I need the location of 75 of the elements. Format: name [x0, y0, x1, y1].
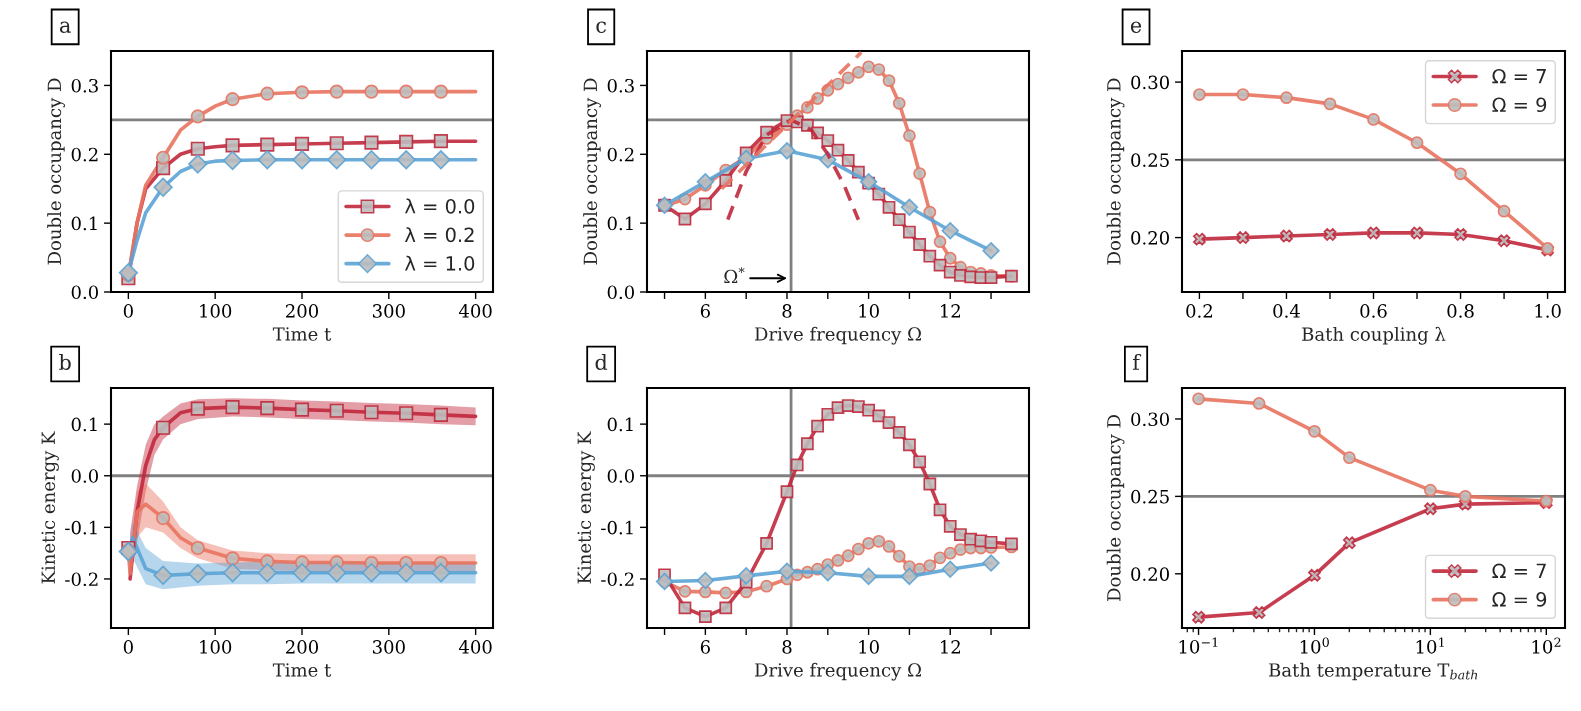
x-tick-label: 10$^{2}$ — [1532, 637, 1561, 654]
x-tick-label: 400 — [458, 304, 492, 318]
x-tick-label: 1.0 — [1535, 304, 1561, 318]
x-tick-label: 100 — [200, 640, 232, 654]
y-tick-label: 0.3 — [71, 78, 98, 93]
x-tick-label: 0 — [123, 640, 133, 654]
x-tick-label: 10 — [859, 640, 879, 654]
x-tick-label: 200 — [285, 640, 319, 654]
y-axis-title: Double occupancy D — [583, 78, 601, 265]
x-tick-label: 200 — [285, 304, 319, 318]
x-axis-title: Bath coupling λ — [1302, 326, 1446, 345]
x-tick-label: 0.6 — [1360, 304, 1387, 318]
x-axis-title: Bath temperature T$_{bath}$ — [1269, 662, 1478, 681]
x-tick-label: 6 — [700, 640, 710, 654]
x-axis-title: Time t — [272, 663, 332, 677]
x-axis-title: Time t — [272, 327, 332, 341]
y-tick-label: -0.1 — [65, 520, 97, 535]
x-tick-label: 400 — [458, 640, 492, 654]
x-tick-label: 6 — [700, 304, 710, 318]
legend-label: Ω = 9 — [1492, 592, 1547, 607]
chart-title: a — [59, 21, 71, 33]
chart-title: b — [59, 353, 71, 371]
x-tick-label: 10$^{0}$ — [1300, 637, 1329, 654]
x-tick-label: 10 — [859, 304, 879, 318]
y-tick-label: 0.25 — [1131, 489, 1169, 504]
chart-title: d — [595, 353, 608, 371]
y-tick-label: 0.0 — [71, 285, 98, 300]
chart-title: f — [1132, 353, 1142, 370]
x-tick-label: 300 — [372, 640, 405, 654]
y-tick-label: 0.20 — [1131, 567, 1169, 581]
chart-title: e — [1130, 21, 1142, 33]
annotation: Ω$^{*}$ — [724, 267, 745, 284]
y-axis-title: Kinetic energy K — [577, 431, 595, 584]
x-axis-title: Drive frequency Ω — [754, 662, 921, 681]
x-tick-label: 8 — [782, 640, 792, 654]
y-axis-title: Kinetic energy K — [41, 431, 59, 584]
y-axis-title: Double occupancy D — [1106, 78, 1125, 265]
x-tick-label: 100 — [200, 304, 232, 318]
x-tick-label: 12 — [940, 304, 960, 318]
x-axis-title: Drive frequency Ω — [754, 326, 921, 345]
legend-label: λ = 0.0 — [405, 198, 475, 214]
legend-label: Ω = 7 — [1492, 563, 1546, 578]
y-tick-label: 0.1 — [607, 417, 633, 432]
y-tick-label: 0.2 — [71, 147, 98, 162]
x-tick-label: 8 — [782, 304, 792, 318]
x-tick-label: 0 — [123, 304, 133, 318]
y-tick-label: 0.0 — [607, 469, 634, 483]
y-tick-label: 0.1 — [607, 216, 633, 231]
x-tick-label: 10$^{−1}$ — [1179, 637, 1218, 654]
y-axis-title: Double occupancy D — [47, 78, 65, 265]
y-tick-label: 0.1 — [71, 417, 97, 432]
chart-title: c — [596, 21, 607, 33]
y-tick-label: 0.30 — [1131, 412, 1169, 427]
x-tick-label: 0.4 — [1273, 304, 1300, 318]
legend-label: Ω = 9 — [1492, 97, 1547, 113]
y-tick-label: -0.1 — [601, 520, 633, 535]
y-tick-label: -0.2 — [601, 572, 634, 587]
y-tick-label: 0.1 — [71, 216, 97, 231]
x-tick-label: 0.8 — [1447, 304, 1474, 318]
x-tick-label: 10$^{1}$ — [1416, 637, 1444, 654]
x-tick-label: 300 — [372, 304, 405, 318]
y-tick-label: 0.2 — [607, 147, 634, 162]
y-tick-label: 0.30 — [1131, 75, 1169, 90]
y-tick-label: 0.0 — [607, 285, 634, 300]
y-tick-label: -0.2 — [65, 572, 98, 587]
y-tick-label: 0.20 — [1131, 231, 1169, 245]
x-tick-label: 12 — [940, 640, 960, 654]
y-axis-title: Double occupancy D — [1106, 415, 1125, 601]
legend-label: λ = 1.0 — [405, 255, 475, 271]
x-tick-label: 0.2 — [1186, 304, 1212, 318]
y-tick-label: 0.3 — [607, 78, 634, 93]
legend-label: λ = 0.2 — [405, 227, 474, 243]
legend-label: Ω = 7 — [1492, 68, 1546, 84]
y-tick-label: 0.25 — [1131, 153, 1169, 167]
y-tick-label: 0.0 — [71, 469, 98, 483]
